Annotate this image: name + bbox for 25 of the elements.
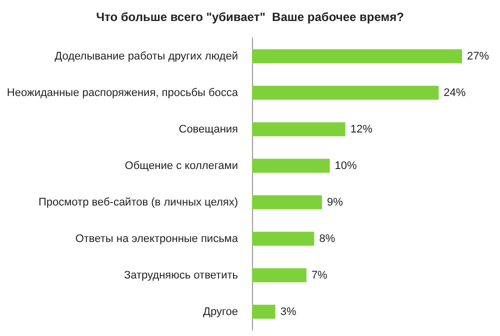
data-label: 9% xyxy=(327,196,344,208)
bar xyxy=(252,304,276,319)
y-tick-label: Просмотр веб-сайтов (в личных целях) xyxy=(38,196,238,208)
data-label: 27% xyxy=(467,50,490,62)
bar xyxy=(252,158,330,173)
y-tick-label: Затрудняюсь ответить xyxy=(124,269,238,282)
y-tick-label: Совещания xyxy=(178,123,238,136)
bar xyxy=(252,86,439,100)
bar xyxy=(252,49,462,64)
bar xyxy=(252,268,306,282)
data-label: 24% xyxy=(444,86,466,99)
y-tick-label: Доделывание работы других людей xyxy=(54,50,238,62)
bar xyxy=(252,232,314,246)
bar xyxy=(252,195,322,210)
y-tick-label: Ответы на электронные письма xyxy=(75,232,239,245)
data-label: 8% xyxy=(319,232,336,245)
chart-title: Что больше всего "убивает" Ваше рабочее время? xyxy=(96,10,404,24)
y-tick-label: Другое xyxy=(203,306,238,318)
y-tick-label: Неожиданные распоряжения, просьбы босса xyxy=(6,86,239,99)
y-tick-label: Общение с коллегами xyxy=(124,160,238,172)
data-label: 7% xyxy=(311,269,328,282)
data-label: 12% xyxy=(350,123,373,136)
bar xyxy=(252,122,346,136)
data-label: 3% xyxy=(280,306,296,318)
data-label: 10% xyxy=(334,160,358,172)
